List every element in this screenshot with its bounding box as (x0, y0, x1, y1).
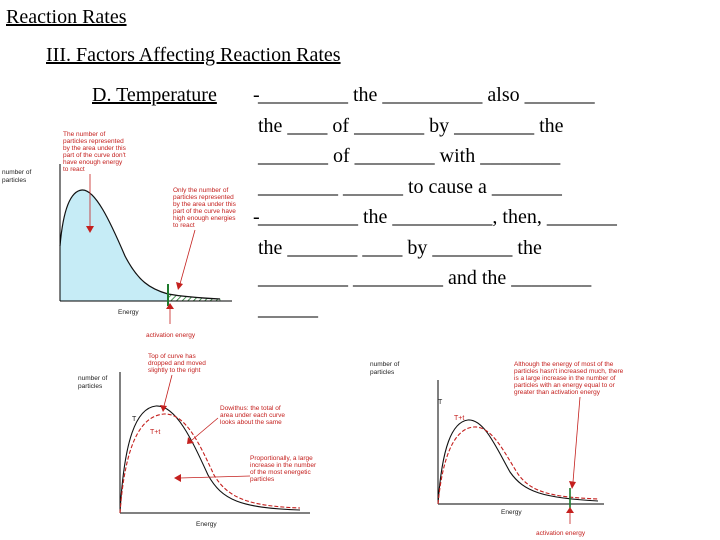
arrowhead (160, 405, 167, 412)
activation-energy-label: activation energy (536, 530, 586, 537)
arrowhead (187, 437, 194, 444)
curve-T-plus-t (119, 413, 301, 514)
arrowhead (566, 507, 574, 513)
activation-comparison-figure: number of particles T T+t Energy Althoug… (370, 361, 625, 537)
bullet-line: ________ ______ to cause a _______ (258, 175, 562, 198)
arrowhead (166, 303, 174, 309)
note: Although the energy of most of the parti… (514, 361, 625, 396)
bullet-2: - __________ the __________, then, _____… (253, 202, 718, 324)
note-arrow (179, 229, 196, 285)
note-low-energy: The number of particles represented by t… (63, 131, 128, 173)
note-arrow (163, 374, 173, 407)
note-bottom: Proportionally, a large increase in the … (250, 455, 318, 483)
bullet-dash: - (253, 84, 260, 106)
x-axis-label: Energy (501, 509, 522, 516)
activation-energy-label: activation energy (146, 332, 196, 339)
curve-T-label: T (132, 416, 137, 423)
topic-heading: D. Temperature (92, 84, 217, 106)
note-top: Top of curve has dropped and moved sligh… (148, 353, 208, 374)
arrowhead (176, 282, 183, 290)
note-arrow (191, 417, 219, 441)
note-arrow (572, 396, 581, 483)
curve-T (119, 405, 301, 514)
curve-T (437, 419, 599, 505)
bullet-line: __________ the __________, then, _______ (258, 206, 617, 228)
slide-title: Reaction Rates (6, 6, 127, 28)
x-axis-label: Energy (118, 309, 139, 316)
y-axis-label: number of particles (78, 375, 109, 390)
bullet-line: _________ _________ and the ________ (258, 267, 592, 289)
arrowhead (86, 226, 94, 233)
note-right: Dowithus: the total of area under each c… (220, 405, 287, 426)
bullet-dash: - (253, 206, 260, 228)
curve-T-plus-t-label: T+t (454, 415, 464, 422)
arrowhead (174, 474, 181, 482)
y-axis-label: number of particles (370, 361, 401, 376)
distribution-area-fill (60, 189, 168, 301)
bullet-line: the _______ ____ by ________ the (258, 236, 542, 259)
energy-distribution-figure: number of particles Energy The number of… (2, 131, 238, 339)
distribution-curve (59, 189, 221, 300)
arrowhead (569, 481, 576, 489)
y-axis-label: number of particles (2, 169, 33, 184)
curve-T-label: T (438, 399, 443, 406)
curve-T-plus-t (437, 426, 599, 505)
bullet-line: _________ the __________ also _______ (258, 84, 595, 106)
bullet-line: the ____ of _______ by ________ the (258, 114, 564, 137)
slide-subtitle: III. Factors Affecting Reaction Rates (46, 44, 341, 66)
bullet-line: _______ of ________ with ________ (258, 145, 561, 167)
bullet-list: - _________ the __________ also _______ … (253, 80, 718, 324)
temperature-comparison-figure: number of particles T T+t Energy Top of … (78, 353, 318, 528)
note-high-energy: Only the number of particles represented… (173, 187, 238, 229)
curve-T-plus-t-label: T+t (150, 429, 160, 436)
note-arrow (179, 475, 251, 479)
x-axis-label: Energy (196, 521, 217, 528)
bullet-1: - _________ the __________ also _______ … (253, 80, 718, 202)
bullet-line: ______ (258, 297, 318, 320)
